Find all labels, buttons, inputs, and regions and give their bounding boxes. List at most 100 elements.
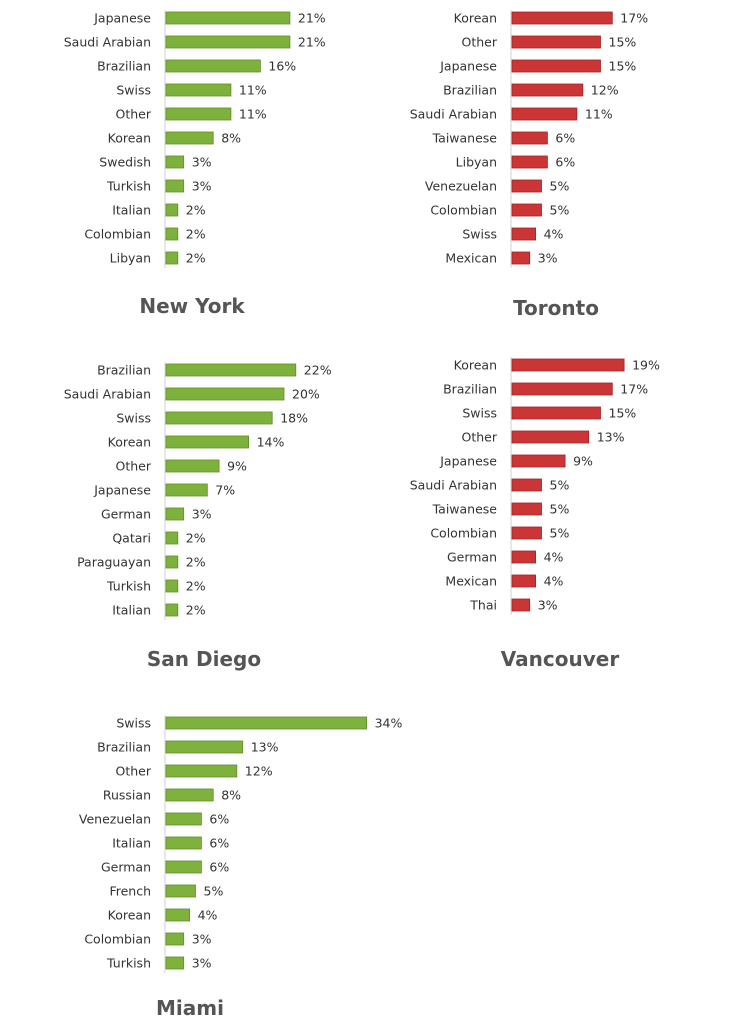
- value-label-german: 3%: [192, 507, 212, 522]
- bar-other: [511, 430, 590, 444]
- bar-libyan: [511, 155, 548, 169]
- category-label-korean: Korean: [108, 908, 151, 923]
- value-label-swiss: 4%: [544, 227, 564, 242]
- bar-venezuelan: [511, 179, 542, 193]
- value-label-paraguayan: 2%: [186, 555, 206, 570]
- bar-colombian: [511, 526, 542, 540]
- value-label-swiss: 34%: [375, 716, 403, 731]
- category-label-thai: Thai: [469, 598, 497, 613]
- bar-saudi-arabian: [165, 35, 291, 49]
- value-label-saudi-arabian: 5%: [550, 478, 570, 493]
- value-label-venezuelan: 5%: [550, 179, 570, 194]
- bar-taiwanese: [511, 131, 548, 145]
- chart-panel-toronto: Korean 17% Other 15% Japanese 15% Brazilian 12%…: [0, 0, 740, 320]
- value-label-swedish: 3%: [192, 155, 212, 170]
- bar-korean: [511, 11, 613, 25]
- bar-japanese: [165, 483, 208, 497]
- bar-swedish: [165, 155, 185, 169]
- category-label-turkish: Turkish: [106, 579, 151, 594]
- bar-brazilian: [165, 59, 261, 73]
- bar-japanese: [165, 11, 291, 25]
- value-label-qatari: 2%: [186, 531, 206, 546]
- value-label-brazilian: 22%: [304, 363, 332, 378]
- bar-korean: [511, 358, 625, 372]
- value-label-japanese: 7%: [215, 483, 235, 498]
- bar-chart-miami: Swiss 34% Brazilian 13% Other 12% Russian 8% Ven…: [79, 715, 403, 973]
- bar-turkish: [165, 579, 179, 593]
- category-label-other: Other: [116, 107, 152, 122]
- category-label-japanese: Japanese: [439, 59, 497, 74]
- value-label-other: 11%: [239, 107, 267, 122]
- bar-swiss: [165, 716, 368, 730]
- value-label-german: 6%: [209, 860, 229, 875]
- category-label-saudi-arabian: Saudi Arabian: [64, 387, 151, 402]
- value-label-libyan: 2%: [186, 251, 206, 266]
- bar-brazilian: [511, 382, 613, 396]
- category-label-swiss: Swiss: [116, 83, 151, 98]
- chart-title-new-york: New York: [139, 294, 245, 318]
- value-label-colombian: 3%: [192, 932, 212, 947]
- value-label-french: 5%: [204, 884, 224, 899]
- bar-colombian: [165, 932, 185, 946]
- category-label-swiss: Swiss: [116, 716, 151, 731]
- bar-swiss: [165, 411, 273, 425]
- value-label-other: 9%: [227, 459, 247, 474]
- category-label-mexican: Mexican: [445, 251, 497, 266]
- category-label-korean: Korean: [454, 11, 497, 26]
- value-label-saudi-arabian: 21%: [298, 35, 326, 50]
- value-label-taiwanese: 6%: [555, 131, 575, 146]
- category-label-german: German: [101, 860, 151, 875]
- bar-german: [511, 550, 537, 564]
- value-label-colombian: 5%: [550, 203, 570, 218]
- bar-mexican: [511, 251, 531, 265]
- chart-panel-san-diego: Brazilian 22% Saudi Arabian 20% Swiss 18% Kore…: [0, 0, 380, 671]
- value-label-japanese: 9%: [573, 454, 593, 469]
- chart-panel-vancouver: Korean 19% Brazilian 17% Swiss 15% Other 13% Jap…: [410, 357, 660, 671]
- value-label-korean: 19%: [632, 358, 660, 373]
- bar-saudi-arabian: [511, 107, 578, 121]
- category-label-russian: Russian: [103, 788, 151, 803]
- category-label-paraguayan: Paraguayan: [77, 555, 151, 570]
- chart-panel-miami: Swiss 34% Brazilian 13% Other 12% Russian 8% Ven…: [0, 0, 403, 1020]
- category-label-saudi-arabian: Saudi Arabian: [410, 478, 497, 493]
- bar-italian: [165, 603, 179, 617]
- category-label-italian: Italian: [112, 836, 151, 851]
- bar-korean: [165, 908, 191, 922]
- category-label-italian: Italian: [112, 603, 151, 618]
- category-label-other: Other: [462, 430, 498, 445]
- category-label-swiss: Swiss: [462, 406, 497, 421]
- chart-panel-new-york: Japanese 21% Saudi Arabian 21% Brazilian 16% S…: [0, 0, 380, 318]
- bar-qatari: [165, 531, 179, 545]
- value-label-brazilian: 17%: [620, 382, 648, 397]
- category-label-colombian: Colombian: [430, 526, 497, 541]
- bar-japanese: [511, 59, 601, 73]
- bar-russian: [165, 788, 214, 802]
- bar-other: [165, 107, 232, 121]
- category-label-swiss: Swiss: [462, 227, 497, 242]
- chart-title-vancouver: Vancouver: [500, 647, 620, 671]
- bar-japanese: [511, 454, 566, 468]
- value-label-swiss: 15%: [609, 406, 637, 421]
- category-label-other: Other: [462, 35, 498, 50]
- bar-chart-toronto: Korean 17% Other 15% Japanese 15% Brazilian 12%…: [410, 10, 648, 268]
- bar-german: [165, 507, 185, 521]
- value-label-other: 15%: [609, 35, 637, 50]
- value-label-saudi-arabian: 11%: [585, 107, 613, 122]
- category-label-libyan: Libyan: [110, 251, 151, 266]
- bar-thai: [511, 598, 531, 612]
- value-label-korean: 17%: [620, 11, 648, 26]
- value-label-german: 4%: [544, 550, 564, 565]
- category-label-brazilian: Brazilian: [97, 59, 151, 74]
- category-label-german: German: [101, 507, 151, 522]
- value-label-mexican: 3%: [538, 251, 558, 266]
- chart-title-miami: Miami: [156, 996, 224, 1020]
- value-label-japanese: 15%: [609, 59, 637, 74]
- bar-mexican: [511, 574, 537, 588]
- bar-korean: [165, 435, 249, 449]
- category-label-saudi-arabian: Saudi Arabian: [410, 107, 497, 122]
- value-label-venezuelan: 6%: [209, 812, 229, 827]
- category-label-brazilian: Brazilian: [443, 83, 497, 98]
- bar-saudi-arabian: [511, 478, 542, 492]
- value-label-italian: 2%: [186, 203, 206, 218]
- category-label-korean: Korean: [108, 435, 151, 450]
